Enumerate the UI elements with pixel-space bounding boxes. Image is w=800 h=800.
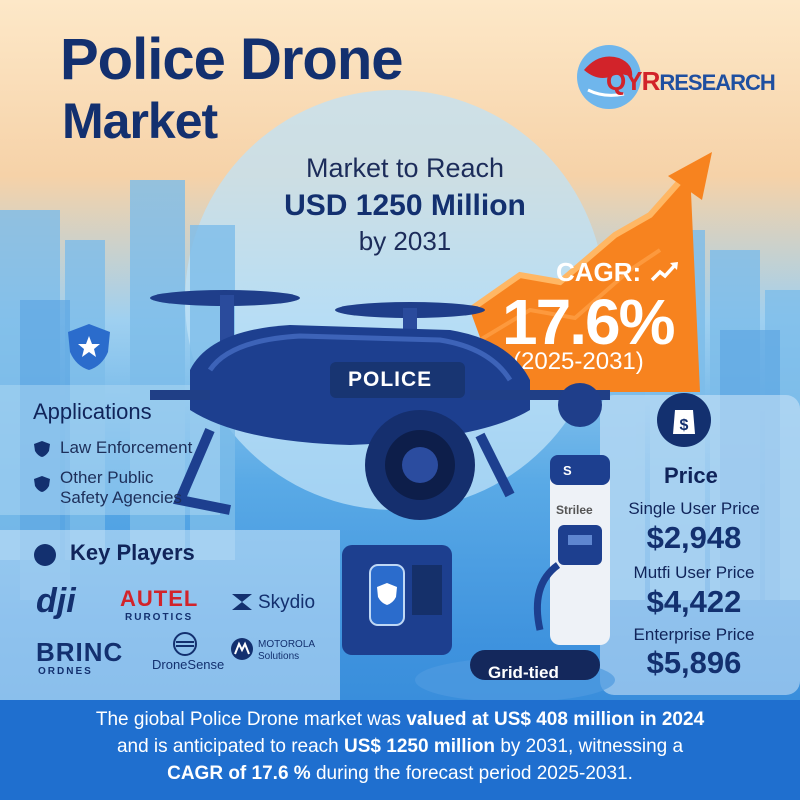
dronesense-icon [173,632,197,656]
player-dronesense: DroneSense [152,657,225,672]
footer-text: by 2031, witnessing a [495,736,684,757]
grid-tied-badge: Grid-tied [488,663,559,682]
price-tier-3-label: Enterprise Price [633,625,755,644]
applications-title: Applications [33,399,152,424]
cagr-label: CAGR: [556,257,642,287]
motorola-icon [231,638,253,660]
brand-logo: QYRRESEARCH [606,66,776,97]
application-item-3: Safety Agencies [60,488,182,507]
globe-icon [577,45,641,109]
application-item-1: Law Enforcement [60,438,193,457]
shield-star-icon [68,324,110,370]
price-tier-1-value: $2,948 [646,520,742,555]
summary-footer: The giobal Police Drone market was value… [0,700,800,800]
footer-highlight: CAGR of 17.6 % [167,763,311,784]
dot-icon [34,544,56,566]
footer-highlight: US$ 1250 million [344,736,496,757]
page-title-line1: Police Drone [60,27,404,92]
skydio-icon [232,594,252,610]
shield-icon [34,441,50,457]
footer-text: The giobal Police Drone market was [95,709,407,730]
price-tier-2-value: $4,422 [646,584,742,619]
price-title: Price [664,463,718,488]
brand-qyr: QYR [606,66,660,96]
brand-research: RESEARCH [659,70,775,95]
reach-line1: Market to Reach [305,153,505,183]
price-tier-3-value: $5,896 [646,645,742,680]
key-players-title: Key Players [70,540,195,565]
police-drone-illustration [150,290,610,520]
price-tag-icon: $ [657,393,711,447]
footer-line-1: The giobal Police Drone market was value… [0,709,800,731]
cagr-period: (2025-2031) [513,348,644,375]
price-tier-2-label: Mutfi User Price [633,563,755,582]
cagr-value: 17.6% [502,286,675,358]
shield-icon [34,476,50,492]
player-autel-sub: RUROTICS [125,612,194,623]
svg-text:$: $ [680,417,689,434]
player-brinc-sub: ORDNES [38,666,93,677]
player-autel: AUTEL [120,586,199,611]
drone-station-illustration [342,455,615,700]
reach-value: USD 1250 Million [284,189,526,222]
footer-text: and is anticipated to reach [116,736,345,757]
station-brand: Strilee [556,503,593,517]
application-item-2: Other Public [60,468,154,487]
player-brinc: BRINC [36,637,124,667]
footer-line-3: CAGR of 17.6 % during the forecast perio… [0,763,800,785]
footer-highlight: valued at US$ 408 million in 2024 [406,709,705,730]
player-dji: dji [36,582,76,620]
station-sign: S [563,463,572,478]
trend-arrow-icon [650,262,678,282]
player-motorola: MOTOROLA [258,639,316,650]
reach-year: by 2031 [358,226,452,256]
player-skydio: Skydio [258,592,316,613]
footer-line-2: and is anticipated to reach US$ 1250 mil… [0,736,800,758]
player-motorola-sub: Solutions [258,651,300,662]
page-title-line2: Market [62,93,218,149]
price-tier-1-label: Single User Price [628,499,760,518]
footer-text: during the forecast period 2025-2031. [310,763,633,784]
drone-police-label: POLICE [348,368,433,391]
